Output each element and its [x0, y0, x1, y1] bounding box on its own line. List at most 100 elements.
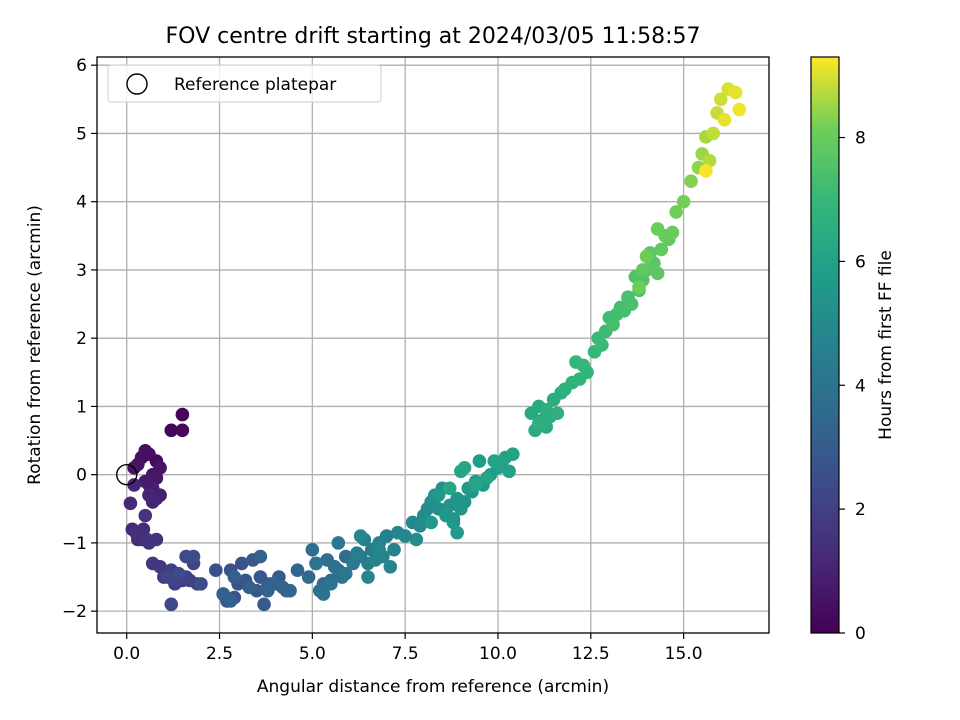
colorbar-gradient	[810, 56, 840, 634]
y-tick-label: 3	[76, 261, 87, 281]
data-point	[160, 570, 175, 584]
data-point	[242, 580, 257, 595]
data-point	[309, 556, 323, 571]
colorbar-tick-label: 2	[855, 500, 866, 520]
data-point	[398, 529, 412, 543]
data-point	[223, 594, 238, 608]
data-point	[123, 496, 138, 511]
data-point	[431, 488, 446, 502]
data-point	[532, 416, 546, 431]
legend-label: Reference platepar	[174, 75, 336, 95]
data-point	[702, 153, 717, 168]
data-point	[138, 508, 153, 523]
colorbar-tick-label: 0	[855, 624, 866, 644]
reference-point	[116, 463, 138, 486]
data-point	[350, 546, 364, 560]
y-tick-label: 1	[76, 397, 87, 417]
legend: Reference platepar	[107, 64, 382, 103]
data-point	[539, 403, 554, 417]
x-tick-label: 0.0	[113, 644, 140, 664]
data-point	[368, 553, 383, 567]
data-point	[387, 542, 401, 557]
data-point	[409, 532, 424, 547]
legend-box	[107, 64, 382, 103]
chart-title: FOV centre drift starting at 2024/03/05 …	[166, 24, 701, 49]
colorbar-tick-label: 4	[855, 376, 866, 396]
colorbar-tick-label: 6	[855, 252, 866, 272]
data-point	[361, 570, 375, 584]
data-point	[257, 597, 271, 612]
data-point	[506, 447, 520, 461]
data-point	[372, 542, 386, 557]
data-point	[283, 583, 297, 598]
data-point	[654, 242, 669, 257]
colorbar-tick-label: 8	[855, 129, 866, 149]
colorbar-ticks: 0 2 4 6 8	[839, 129, 866, 644]
data-point	[728, 85, 743, 100]
y-axis-ticks: −2 −1 0 1 2 3 4 5 6	[62, 56, 97, 622]
data-points	[123, 82, 747, 612]
data-point	[171, 566, 186, 581]
data-point	[650, 266, 665, 281]
data-point	[639, 249, 654, 264]
data-point	[194, 577, 208, 591]
plot-frame	[96, 56, 770, 634]
data-point	[457, 461, 472, 475]
data-point	[665, 225, 680, 240]
data-point	[234, 556, 249, 571]
x-tick-label: 12.5	[572, 644, 610, 664]
data-point	[379, 529, 394, 543]
data-point	[606, 317, 620, 332]
grid-lines	[97, 57, 769, 633]
data-point	[713, 92, 728, 107]
data-point	[338, 566, 353, 581]
data-point	[153, 560, 167, 574]
data-point	[424, 515, 438, 530]
data-point	[676, 194, 691, 209]
y-tick-label: 2	[76, 329, 87, 349]
data-point	[468, 478, 483, 492]
data-point	[550, 406, 565, 421]
y-tick-label: 4	[76, 193, 87, 213]
y-axis-label: Rotation from reference (arcmin)	[25, 205, 45, 485]
data-point	[635, 263, 650, 277]
data-point	[290, 563, 305, 578]
data-point	[480, 471, 494, 485]
colorbar: 0 2 4 6 8 Hours from first FF file	[810, 56, 896, 644]
colorbar-label: Hours from first FF file	[876, 250, 896, 440]
y-tick-label: 6	[76, 56, 87, 76]
data-point	[186, 549, 201, 564]
data-point	[253, 549, 268, 564]
x-tick-label: 5.0	[299, 644, 326, 664]
data-point	[613, 300, 628, 315]
data-point	[413, 519, 427, 533]
data-point	[502, 464, 516, 479]
data-point	[650, 222, 665, 236]
data-point	[175, 423, 190, 438]
x-tick-label: 7.5	[392, 644, 419, 664]
data-point	[227, 570, 242, 584]
data-point	[164, 423, 179, 438]
data-point	[145, 495, 160, 509]
data-point	[487, 454, 502, 468]
data-point	[450, 525, 464, 540]
data-point	[301, 570, 316, 584]
data-point	[331, 536, 346, 550]
data-point	[127, 478, 141, 492]
data-point	[175, 407, 190, 422]
data-point	[327, 560, 342, 574]
y-tick-label: −2	[62, 602, 87, 622]
data-point	[732, 102, 747, 117]
data-point	[439, 508, 453, 523]
x-tick-label: 15.0	[665, 644, 703, 664]
data-point	[576, 358, 591, 373]
data-point	[717, 112, 732, 127]
data-point	[353, 529, 368, 543]
y-tick-label: 0	[76, 466, 87, 486]
data-point	[699, 164, 713, 178]
x-axis-ticks: 0.0 2.5 5.0 7.5 10.0 12.5 15.0	[113, 633, 703, 664]
data-point	[209, 563, 223, 578]
y-tick-label: 5	[76, 124, 87, 144]
data-point	[129, 525, 143, 540]
data-point	[624, 297, 639, 311]
